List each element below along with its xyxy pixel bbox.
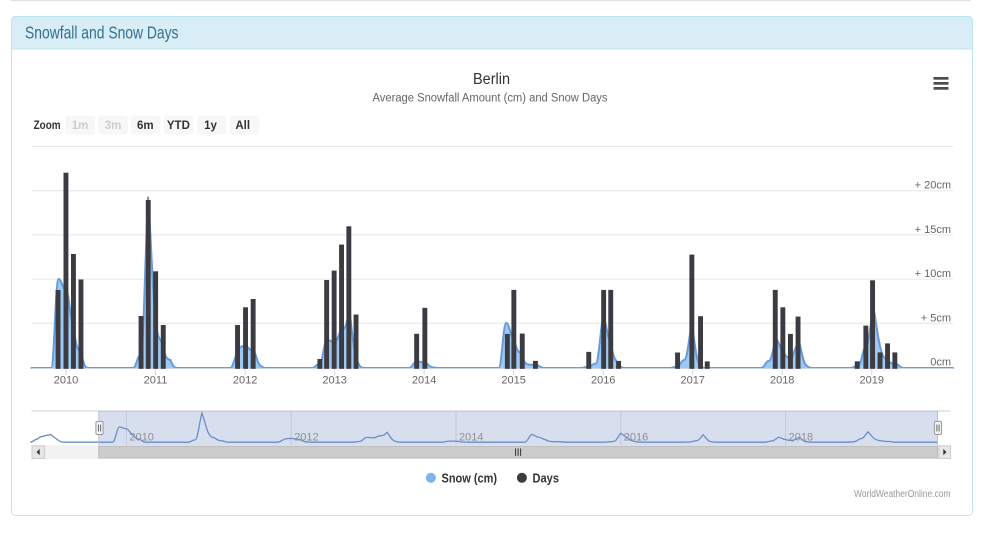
svg-text:WorldWeatherOnline.com: WorldWeatherOnline.com xyxy=(854,489,951,500)
svg-text:2012: 2012 xyxy=(294,432,318,444)
svg-text:2019: 2019 xyxy=(860,375,884,387)
svg-text:2010: 2010 xyxy=(54,375,78,387)
svg-text:Berlin: Berlin xyxy=(473,71,510,88)
svg-text:2018: 2018 xyxy=(770,375,794,387)
svg-text:+ 5cm: + 5cm xyxy=(921,312,951,324)
svg-text:2017: 2017 xyxy=(680,375,704,387)
svg-text:0cm: 0cm xyxy=(930,357,951,369)
svg-text:+ 20cm: + 20cm xyxy=(915,180,951,192)
svg-text:1y: 1y xyxy=(204,120,217,132)
svg-text:1m: 1m xyxy=(72,120,89,132)
svg-text:YTD: YTD xyxy=(167,120,190,132)
svg-text:Snowfall and Snow Days: Snowfall and Snow Days xyxy=(25,23,179,43)
svg-text:2014: 2014 xyxy=(412,375,436,387)
svg-text:2016: 2016 xyxy=(591,375,615,387)
svg-text:3m: 3m xyxy=(105,120,122,132)
svg-text:2010: 2010 xyxy=(129,432,153,444)
svg-text:6m: 6m xyxy=(137,120,154,132)
svg-text:2015: 2015 xyxy=(501,375,525,387)
svg-text:2014: 2014 xyxy=(459,432,483,444)
svg-text:2013: 2013 xyxy=(322,375,346,387)
svg-text:+ 15cm: + 15cm xyxy=(915,224,951,236)
svg-text:2018: 2018 xyxy=(789,432,813,444)
svg-text:Days: Days xyxy=(533,471,560,485)
svg-text:All: All xyxy=(235,120,250,132)
svg-text:Snow (cm): Snow (cm) xyxy=(442,471,498,485)
svg-text:2012: 2012 xyxy=(233,375,257,387)
svg-text:2011: 2011 xyxy=(144,375,168,387)
svg-text:Average Snowfall Amount (cm) a: Average Snowfall Amount (cm) and Snow Da… xyxy=(373,93,608,105)
svg-text:Zoom: Zoom xyxy=(34,120,61,132)
svg-text:+ 10cm: + 10cm xyxy=(915,268,951,280)
svg-text:2016: 2016 xyxy=(624,432,648,444)
